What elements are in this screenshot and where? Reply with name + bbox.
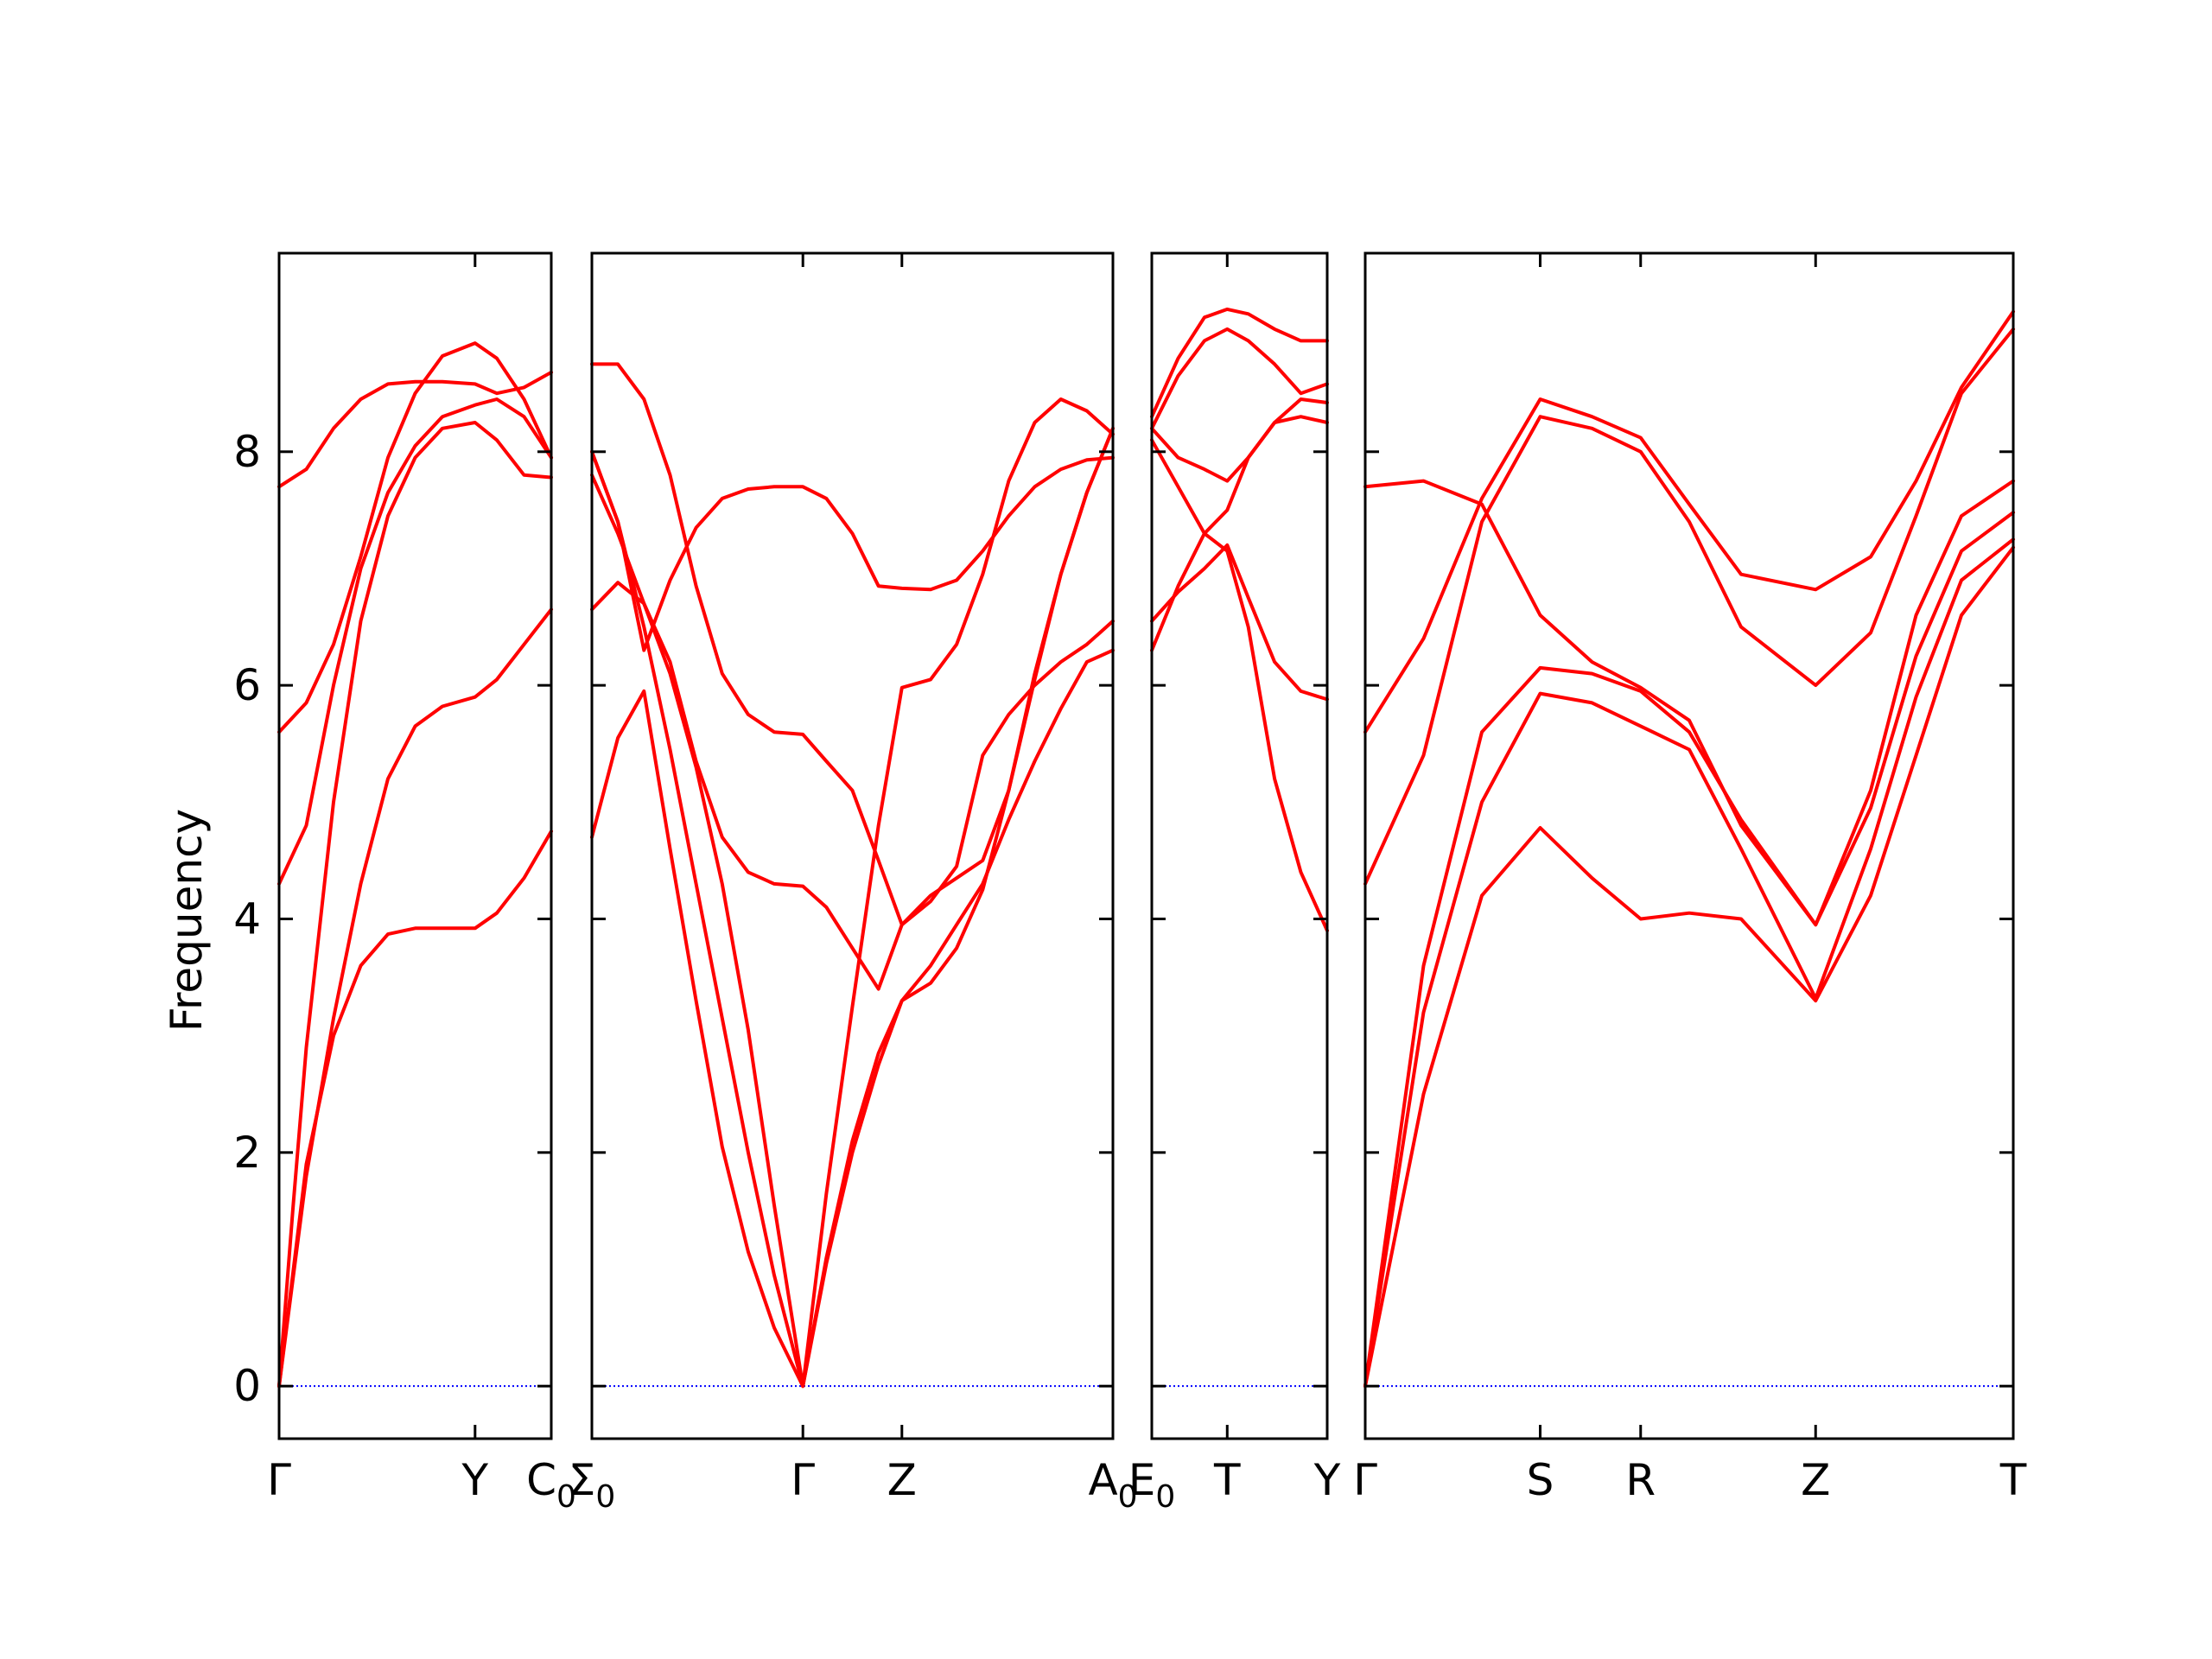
band-line xyxy=(1150,397,1329,483)
band-line xyxy=(277,341,553,734)
x-tick-label: E0 xyxy=(1128,1455,1176,1515)
x-tick-label: Z xyxy=(887,1455,917,1505)
x-tick-label: Γ xyxy=(1353,1455,1377,1505)
panel-frame xyxy=(1150,251,1329,1440)
y-tick-label: 2 xyxy=(233,1128,261,1178)
band-line xyxy=(1363,545,2015,1389)
panel-2: Σ0 Γ Z A0 xyxy=(569,251,1138,1515)
band-line xyxy=(277,421,553,1389)
band-line xyxy=(1363,479,2015,927)
x-tick-label: Γ xyxy=(791,1455,815,1505)
x-tick-label: S xyxy=(1527,1455,1554,1505)
band-line xyxy=(277,370,553,489)
band-line xyxy=(590,581,1115,991)
panel-frame xyxy=(590,251,1115,1440)
x-tick-label: Γ xyxy=(267,1455,291,1505)
y-tick-label: 8 xyxy=(233,427,261,477)
panel-1: Γ Y C0 xyxy=(267,251,576,1515)
band-line xyxy=(1150,531,1329,932)
x-tick-label: C0 xyxy=(526,1455,576,1515)
x-tick-label: R xyxy=(1625,1455,1656,1505)
band-line xyxy=(1363,537,2015,1389)
y-axis-title: Frequency xyxy=(162,809,212,1032)
x-tick-label: Y xyxy=(461,1455,489,1505)
band-line xyxy=(590,648,1115,1389)
band-line xyxy=(1363,327,2015,886)
band-line xyxy=(590,449,1115,652)
band-line xyxy=(1150,415,1329,536)
band-line xyxy=(1150,307,1329,419)
y-tick-label: 6 xyxy=(233,660,261,710)
x-tick-label: T xyxy=(1999,1455,2027,1505)
panel-frame xyxy=(277,251,553,1440)
band-line xyxy=(277,397,553,886)
panel-3: E0 T Y xyxy=(1128,251,1341,1515)
band-line xyxy=(1363,309,2015,734)
band-line xyxy=(277,607,553,1389)
band-line xyxy=(590,426,1115,1389)
band-line xyxy=(1150,327,1329,430)
x-tick-label: T xyxy=(1213,1455,1241,1505)
x-tick-label: Y xyxy=(1313,1455,1341,1505)
band-line xyxy=(1150,543,1329,702)
panel-frame xyxy=(1363,251,2015,1440)
band-line xyxy=(1363,511,2015,1389)
y-tick-label: 4 xyxy=(233,893,261,944)
x-tick-label: A0 xyxy=(1088,1455,1137,1515)
band-line xyxy=(590,362,1115,927)
band-line xyxy=(590,397,1115,1389)
x-tick-label: Z xyxy=(1801,1455,1830,1505)
y-tick-label: 0 xyxy=(233,1361,261,1411)
